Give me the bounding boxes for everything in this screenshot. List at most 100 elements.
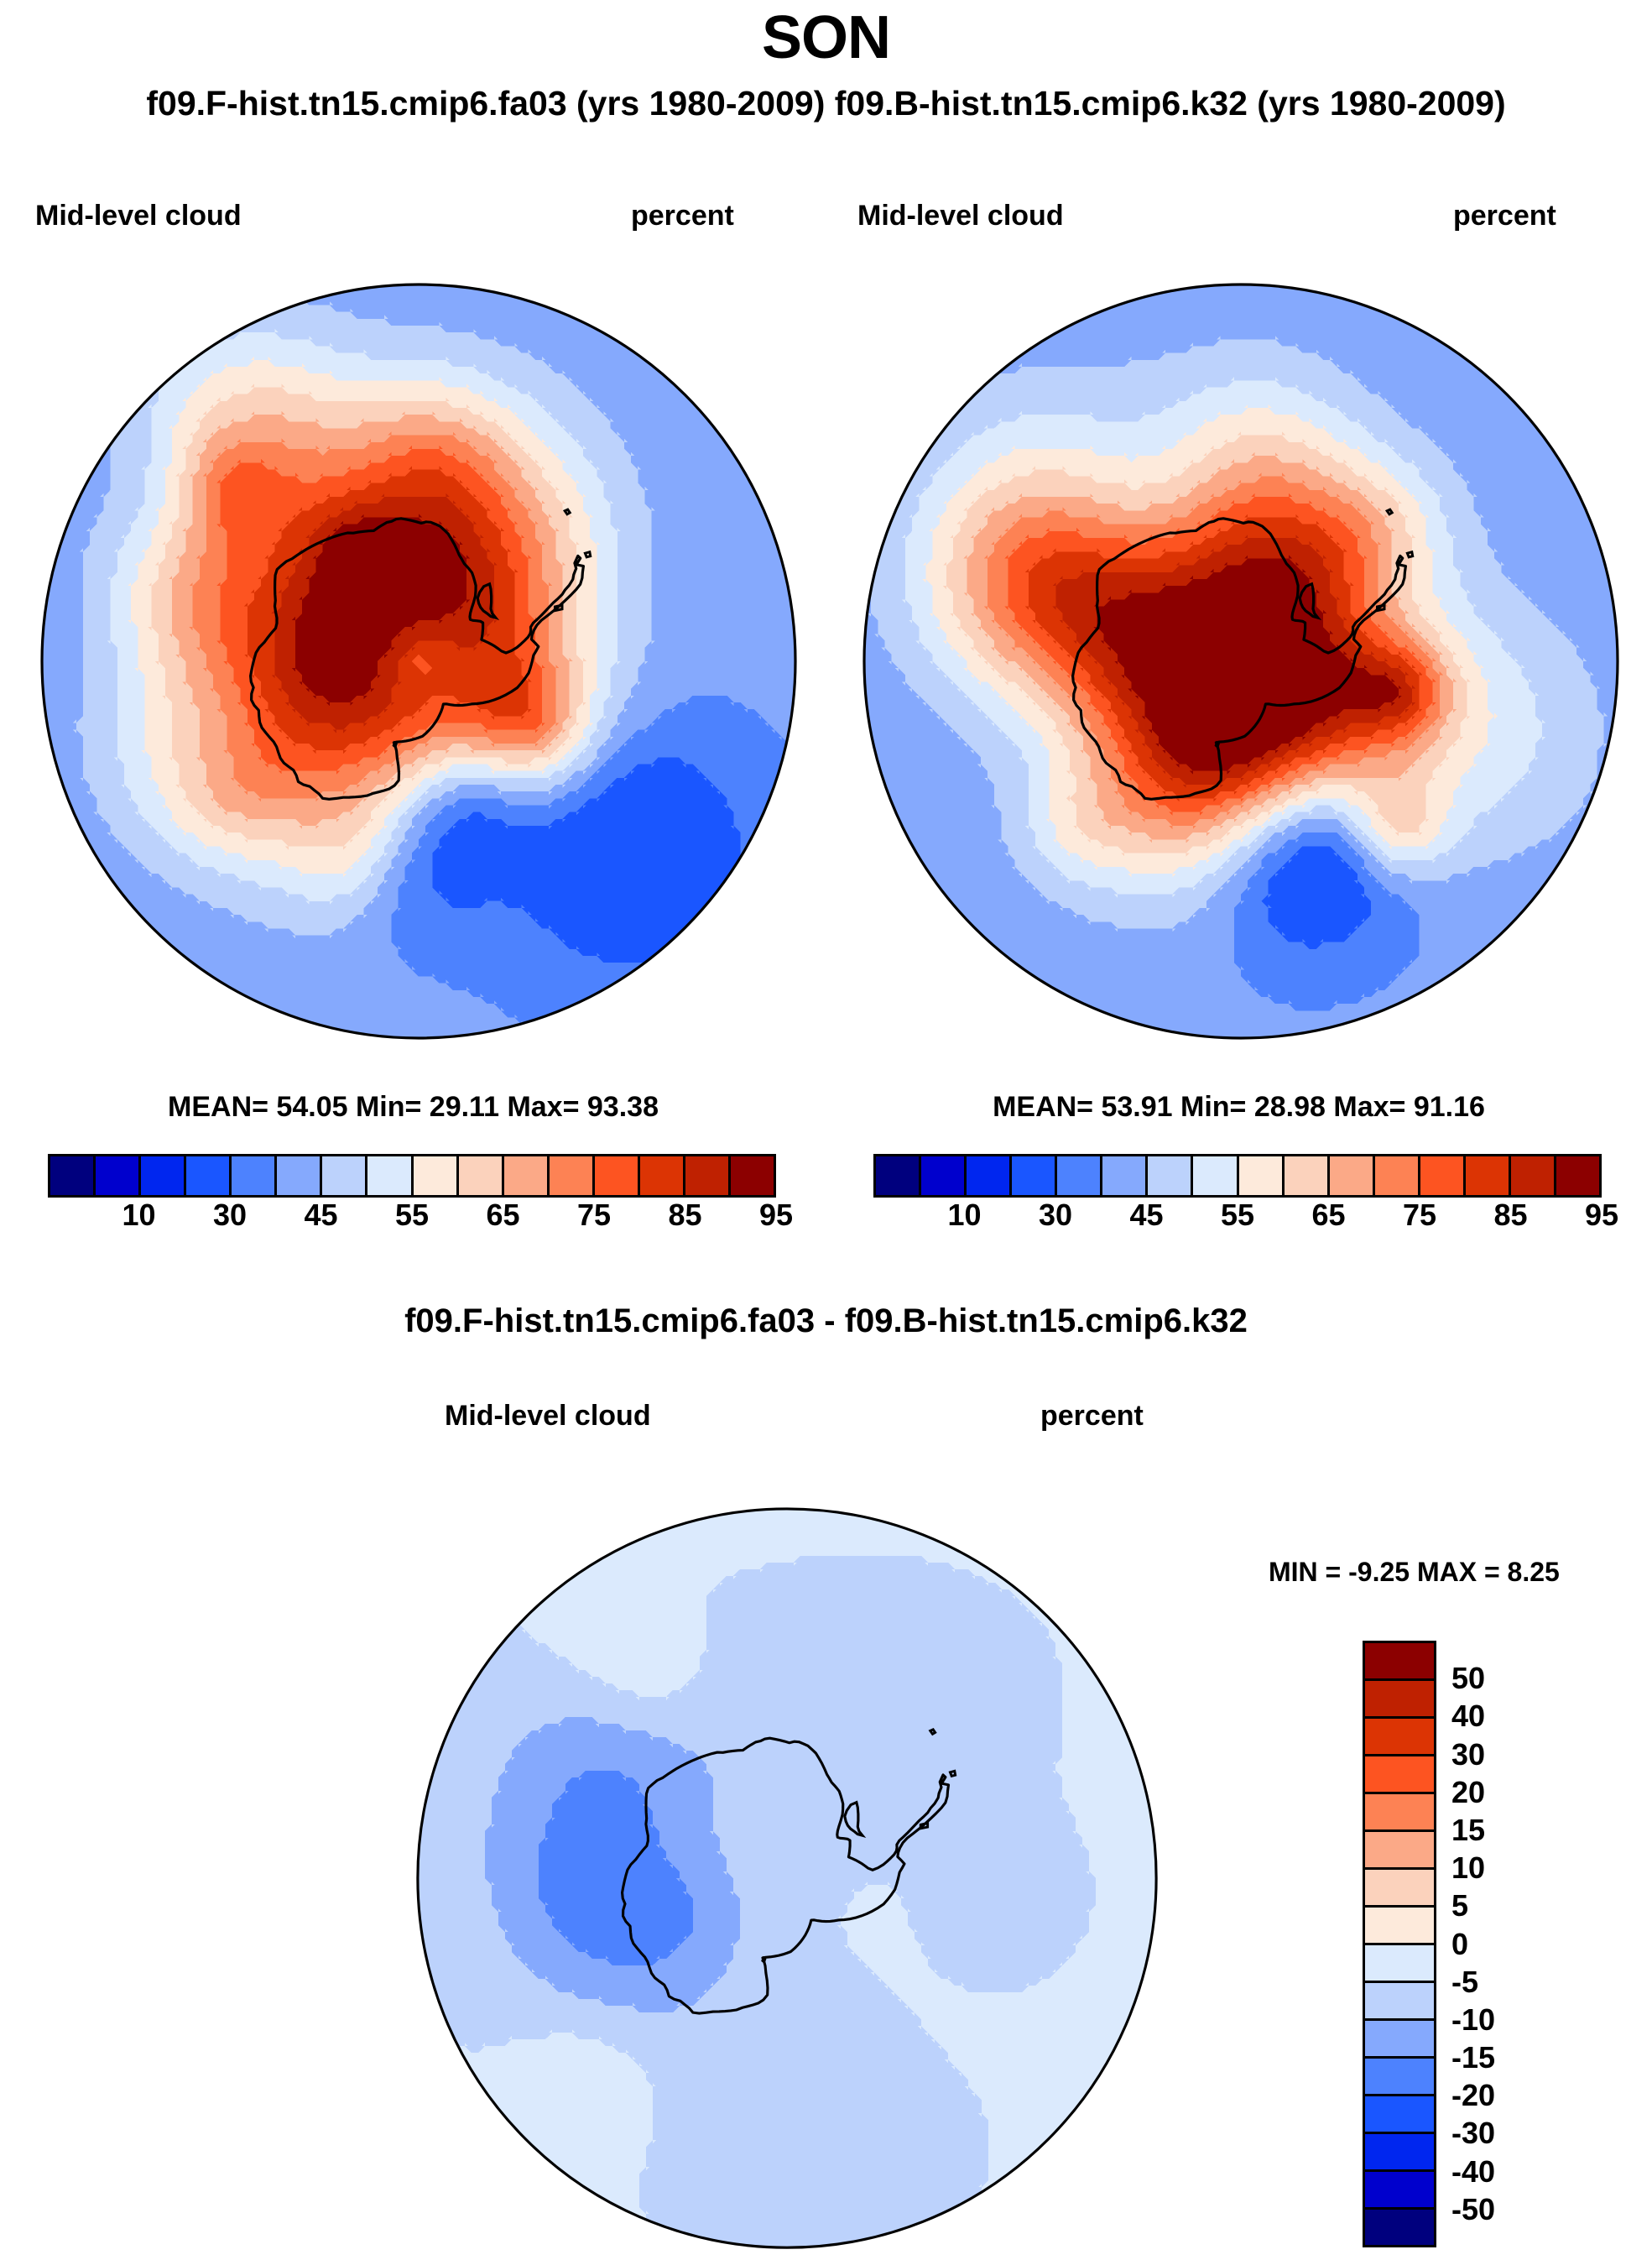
colorbar-tick-label: -50 [1451,2191,1496,2226]
island-outline [392,740,398,749]
map-boundary-circle [416,1507,1158,2249]
colorbar-cell [1012,1156,1058,1195]
colorbar-cell [1365,1870,1434,1908]
colorbar-cell [1057,1156,1103,1195]
colorbar-cell [1365,1794,1434,1832]
right-panel-units-label: percent [1453,200,1556,232]
colorbar-tick-label: 40 [1451,1699,1486,1734]
contour-band [417,1508,1157,2248]
colorbar-tick-label: 85 [668,1198,702,1232]
ice-shelf-outline [843,1800,867,1839]
contour-band [1093,555,1402,775]
colorbar-tick-label: 15 [1451,1812,1486,1847]
colorbar-cell [1420,1156,1466,1195]
map-canvas [40,283,797,1040]
island-outline [583,550,592,559]
ice-shelf-outline [1298,582,1322,621]
colorbar-tick-label: 0 [1451,1926,1469,1961]
colorbar-cell [96,1156,142,1195]
contour-band [292,514,471,707]
colorbar-tick-label: 20 [1451,1774,1486,1809]
colorbar-tick-label: -30 [1451,2116,1496,2151]
colorbar-tick-label: -5 [1451,1964,1479,1999]
map-boundary-circle [40,283,797,1040]
colorbar-cell [1556,1156,1599,1195]
colorbar-cell [1510,1156,1556,1195]
colorbar-cell [921,1156,967,1195]
colorbar-tick-label: 55 [1220,1198,1255,1232]
colorbar-left[interactable]: 10 30 45 55 65 75 85 95 [48,1154,793,1236]
island-outline [562,508,572,516]
colorbar-cell [503,1156,550,1195]
colorbar-cell [1365,1945,1434,1983]
colorbar-cell [1365,1832,1434,1870]
colorbar-cell [1102,1156,1149,1195]
colorbar-tick-label: 5 [1451,1888,1469,1923]
right-panel-stats: MEAN= 53.91 Min= 28.98 Max= 91.16 [993,1091,1485,1123]
colorbar-cell [50,1156,96,1195]
colorbar-tick-label: 30 [1038,1198,1073,1232]
map-difference[interactable] [413,1506,1161,2255]
colorbar-cell [1365,2134,1434,2172]
right-panel-variable-label: Mid-level cloud [857,200,1064,232]
colorbar-cell [1365,2210,1434,2245]
colorbar-right[interactable]: 10 30 45 55 65 75 85 95 [873,1154,1618,1236]
island-outline [1405,550,1415,559]
colorbar-cell [1193,1156,1239,1195]
left-panel-units-label: percent [631,200,734,232]
colorbar-tick-label: 10 [1451,1850,1486,1886]
map-left[interactable] [37,282,800,1046]
colorbar-cell [967,1156,1013,1195]
colorbar-cell [1374,1156,1420,1195]
map-boundary-circle [862,283,1619,1040]
colorbar-cell [1329,1156,1375,1195]
island-outline [553,603,564,613]
island-outline [1214,740,1220,749]
colorbar-cell [1365,1643,1434,1681]
colorbar-tick-label: 85 [1493,1198,1528,1232]
colorbar-tick-label: 10 [947,1198,982,1232]
colorbar-tick-label: 55 [394,1198,430,1232]
colorbar-cell [1365,2096,1434,2134]
colorbar-tick-label: 30 [212,1198,248,1232]
colorbar-cell [1365,2172,1434,2210]
colorbar-tick-label: 95 [1584,1198,1619,1232]
colorbar-cell [1365,2059,1434,2096]
colorbar-cell [1365,1756,1434,1794]
colorbar-cell [1365,1983,1434,2021]
map-canvas [416,1507,1158,2249]
colorbar-tick-label: 45 [1129,1198,1164,1232]
island-outline [948,1769,957,1778]
diff-panel-variable-label: Mid-level cloud [445,1400,651,1432]
colorbar-cell [141,1156,187,1195]
map-right[interactable] [859,282,1623,1046]
colorbar-cell [367,1156,414,1195]
difference-title: f09.F-hist.tn15.cmip6.fa03 - f09.B-hist.… [404,1302,1248,1339]
colorbar-cell [1238,1156,1285,1195]
island-outline [928,1727,937,1736]
colorbar-tick-label: 45 [304,1198,338,1232]
colorbar-difference[interactable] [1363,1641,1436,2247]
island-outline [1384,508,1394,516]
colorbar-cell [876,1156,922,1195]
colorbar-tick-label: 65 [486,1198,520,1232]
colorbar-cell [594,1156,640,1195]
coastline [249,517,585,801]
colorbar-tick-label: 10 [122,1198,156,1232]
colorbar-tick-label: -40 [1451,2153,1496,2189]
colorbar-cell [685,1156,731,1195]
colorbar-cell [730,1156,774,1195]
colorbar-cell [1365,1908,1434,1945]
colorbar-cell [549,1156,595,1195]
colorbar-cell [413,1156,459,1195]
colorbar-cell [277,1156,323,1195]
page-title: SON [761,4,891,71]
colorbar-cell [1465,1156,1511,1195]
colorbar-tick-label: -15 [1451,2040,1496,2075]
colorbar-cell [1148,1156,1194,1195]
colorbar-tick-label: -10 [1451,2002,1496,2037]
colorbar-cell [639,1156,685,1195]
ice-shelf-outline [476,582,500,621]
colorbar-tick-label: 75 [1402,1198,1437,1232]
colorbar-cell [458,1156,504,1195]
